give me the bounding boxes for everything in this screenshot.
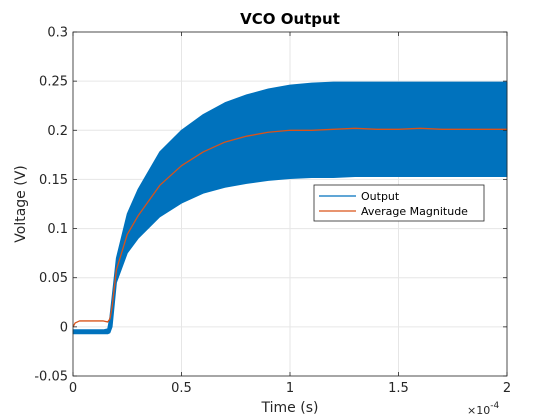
legend: Output Average Magnitude <box>313 184 485 222</box>
x-axis-exponent: ×10-4 <box>467 401 499 417</box>
x-tick-label: 2 <box>503 381 511 396</box>
x-tick-label: 1.5 <box>388 381 409 396</box>
x-axis-exponent-power: -4 <box>490 401 499 411</box>
series-average-magnitude-line <box>72 127 507 328</box>
x-tick-label: 1 <box>286 381 294 396</box>
y-tick-label: 0 <box>60 320 68 335</box>
y-tick-label: 0.25 <box>39 75 68 90</box>
y-axis-label: Voltage (V) <box>13 165 29 242</box>
y-tick-label: 0.3 <box>47 26 68 41</box>
legend-label-average-magnitude: Average Magnitude <box>361 205 468 218</box>
y-tick-label: 0.15 <box>39 173 68 188</box>
x-tick-label: 0 <box>69 381 77 396</box>
y-tick-label: 0.2 <box>47 124 68 139</box>
x-axis-exponent-base: ×10 <box>467 404 490 417</box>
y-tick-label: 0.05 <box>39 271 68 286</box>
y-tick-label: 0.1 <box>47 222 68 237</box>
chart-title: VCO Output <box>240 10 340 28</box>
legend-box <box>313 184 485 222</box>
legend-label-output: Output <box>361 190 400 203</box>
x-tick-label: 0.5 <box>171 381 192 396</box>
y-tick-label: -0.05 <box>34 370 68 385</box>
x-axis-label: Time (s) <box>261 400 319 416</box>
